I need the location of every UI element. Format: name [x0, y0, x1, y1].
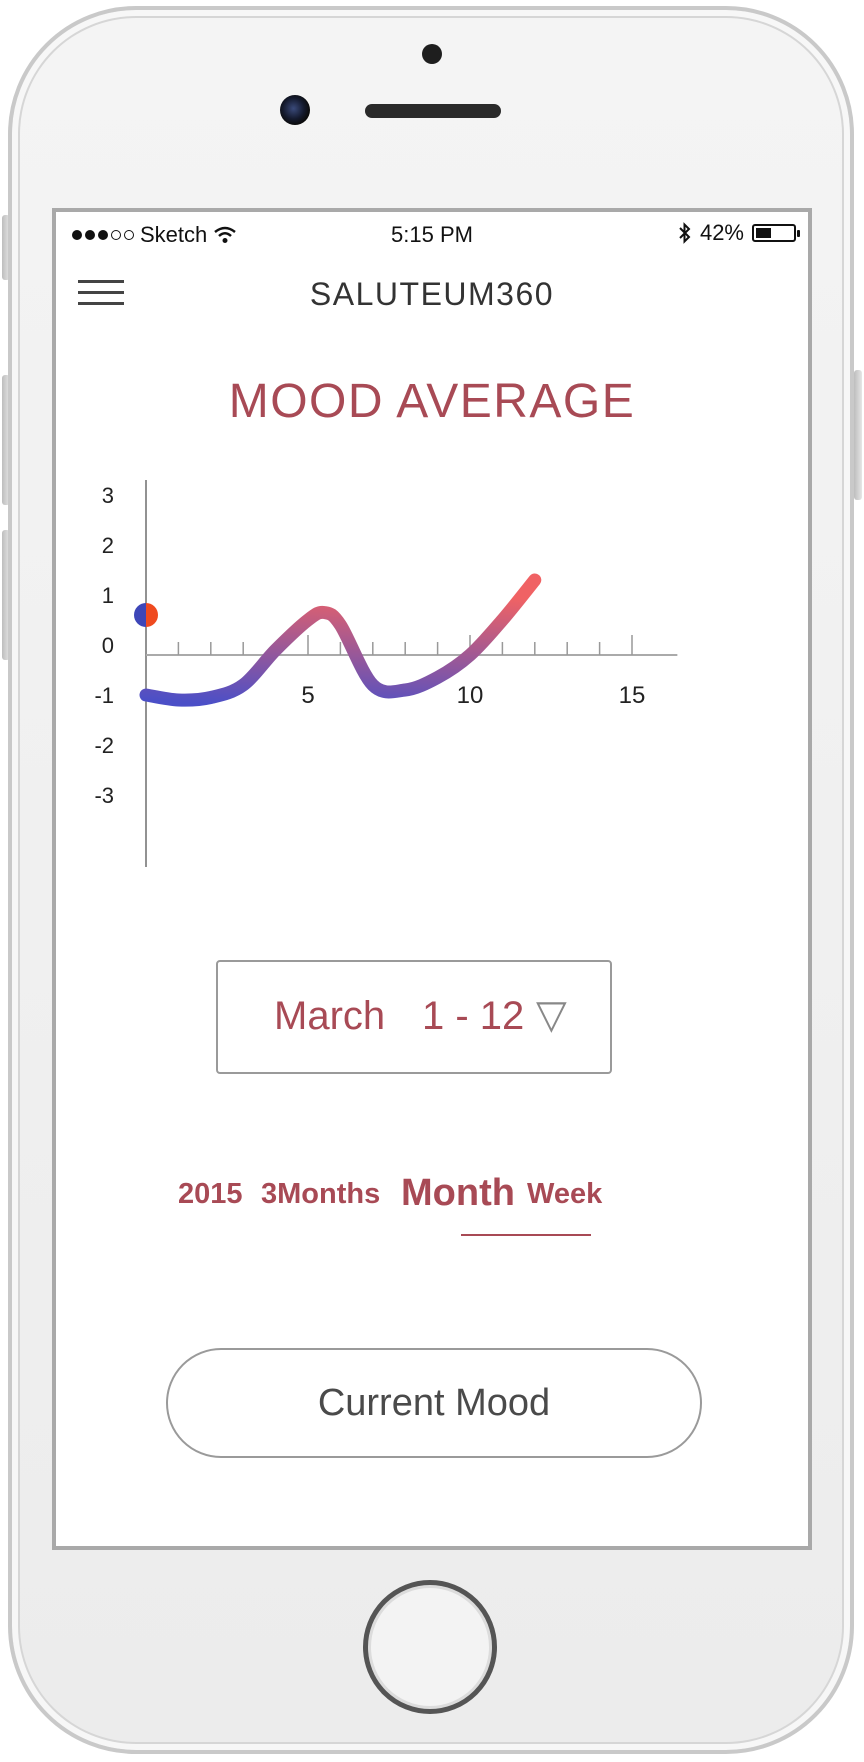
battery-percent: 42% [699, 220, 744, 245]
battery-icon [752, 224, 800, 242]
x-tick-label: 10 [457, 682, 484, 709]
y-tick-label: 1 [102, 583, 114, 608]
status-right: 42% [678, 220, 800, 246]
tab-2015[interactable]: 2015 [178, 1178, 243, 1210]
x-tick-label: 15 [619, 682, 646, 709]
status-time: 5:15 PM [391, 222, 473, 247]
side-silent-switch [2, 215, 10, 280]
tab-3months[interactable]: 3Months [261, 1178, 381, 1210]
power-button [854, 370, 862, 500]
y-tick-label: -1 [94, 683, 114, 708]
app-header: SALUTEUM360 [56, 256, 808, 336]
y-tick-label: -3 [94, 783, 114, 808]
mood-series-line [139, 573, 542, 707]
tab-month[interactable]: Month [401, 1172, 515, 1214]
dropdown-triangle-icon: ▽ [536, 993, 567, 1037]
earpiece-speaker [365, 104, 501, 118]
y-tick-label: 3 [102, 483, 114, 508]
tab-week[interactable]: Week [527, 1178, 603, 1210]
date-range-dropdown[interactable]: March 1 - 12 ▽ [216, 960, 612, 1074]
page-title: MOOD AVERAGE [228, 375, 636, 428]
wifi-icon [214, 226, 237, 243]
range-month: March [274, 994, 386, 1038]
carrier-label: Sketch [140, 222, 208, 247]
x-tick-label: 5 [301, 682, 314, 709]
range-days: 1 - 12 [422, 994, 525, 1038]
front-camera [280, 95, 310, 125]
current-point-marker [134, 603, 158, 627]
y-tick-label: 0 [102, 633, 114, 658]
current-mood-button[interactable]: Current Mood [166, 1348, 702, 1458]
selected-tab-indicator [461, 1234, 591, 1236]
hamburger-icon[interactable] [78, 280, 124, 310]
status-bar: Sketch 5:15 PM 42% [56, 212, 808, 256]
signal-icon [72, 230, 134, 240]
bluetooth-icon [679, 222, 691, 244]
volume-down-button [2, 530, 10, 660]
app-screen: Sketch 5:15 PM 42% SALUTEUM360 MOOD AVER… [52, 208, 812, 1550]
y-tick-label: -2 [94, 733, 114, 758]
home-button[interactable] [363, 1580, 497, 1714]
app-brand: SALUTEUM360 [309, 276, 555, 312]
y-tick-label: 2 [102, 533, 114, 558]
period-tabs: 2015 3Months Month Week [56, 1162, 808, 1242]
volume-up-button [2, 375, 10, 505]
status-left: Sketch [72, 222, 237, 248]
proximity-sensor [422, 44, 442, 64]
